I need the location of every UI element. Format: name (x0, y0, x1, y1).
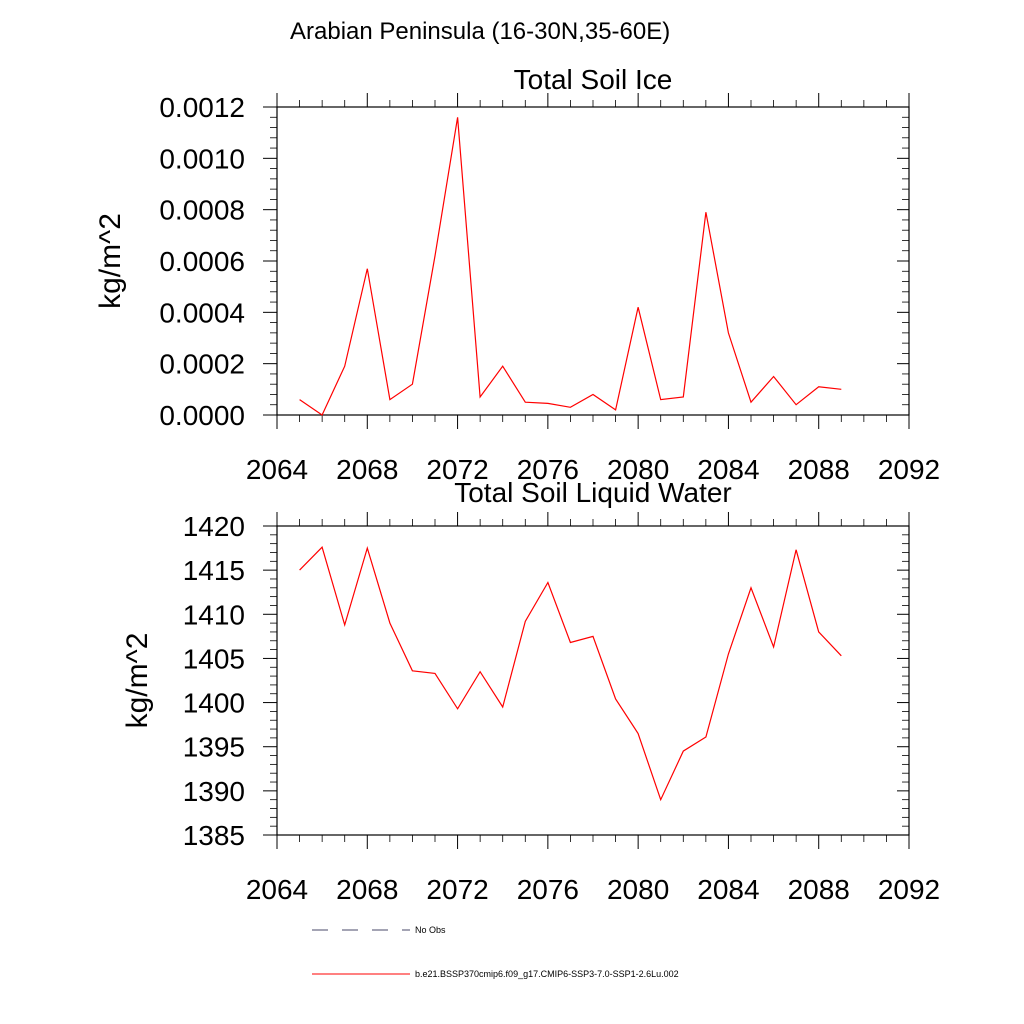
y-tick-label: 1385 (183, 820, 245, 851)
y-tick-label: 1410 (183, 599, 245, 630)
y-tick-label: 0.0012 (159, 92, 245, 123)
y-tick-label: 0.0000 (159, 400, 245, 431)
x-tick-label: 2084 (697, 454, 759, 485)
data-point (727, 653, 729, 655)
y-tick-label: 0.0008 (159, 195, 245, 226)
data-point (614, 698, 616, 700)
data-point (411, 383, 413, 385)
y-axis-label: kg/m^2 (121, 633, 154, 729)
legend-label-2: b.e21.BSSP370cmip6.f09_g17.CMIP6-SSP3-7.… (415, 969, 679, 979)
x-tick-label: 2064 (246, 874, 308, 905)
series-line (299, 545, 842, 802)
y-tick-label: 1400 (183, 688, 245, 719)
data-point (434, 672, 436, 674)
y-tick-label: 0.0006 (159, 246, 245, 277)
data-point (366, 547, 368, 549)
data-point (389, 398, 391, 400)
y-tick-label: 1415 (183, 555, 245, 586)
data-point (456, 708, 458, 710)
data-point (298, 398, 300, 400)
data-point (298, 569, 300, 571)
chart-panel-soil-liquid-water: Total Soil Liquid Water kg/m^2 2064 2068 207… (121, 477, 940, 905)
data-point (772, 646, 774, 648)
data-point (479, 670, 481, 672)
data-point (502, 706, 504, 708)
y-tick-label: 1390 (183, 776, 245, 807)
x-tick-label: 2092 (878, 454, 940, 485)
data-point (524, 401, 526, 403)
chart-title: Total Soil Liquid Water (454, 477, 732, 508)
legend: No Obs b.e21.BSSP370cmip6.f09_g17.CMIP6-S… (312, 925, 679, 979)
data-point (660, 798, 662, 800)
data-point (411, 670, 413, 672)
x-tick-label: 2088 (788, 874, 850, 905)
data-point (344, 365, 346, 367)
data-point (840, 655, 842, 657)
data-point (705, 736, 707, 738)
data-point (705, 211, 707, 213)
data-point (321, 414, 323, 416)
x-tick-label: 2092 (878, 874, 940, 905)
y-tick-label: 0.0010 (159, 143, 245, 174)
y-tick-label: 1420 (183, 511, 245, 542)
data-point (682, 396, 684, 398)
x-tick-label: 2068 (336, 454, 398, 485)
data-point (434, 255, 436, 257)
y-axis-label: kg/m^2 (94, 213, 127, 309)
y-tick-label: 1395 (183, 732, 245, 763)
data-point (818, 631, 820, 633)
data-point (727, 332, 729, 334)
data-point (840, 388, 842, 390)
data-point (750, 587, 752, 589)
data-point (569, 641, 571, 643)
data-point (456, 116, 458, 118)
data-point (818, 386, 820, 388)
chart-panel-soil-ice: Total Soil Ice kg/m^2 2064 2068 2072 2076 2080… (94, 64, 940, 485)
data-point (614, 409, 616, 411)
x-tick-label: 2064 (246, 454, 308, 485)
x-tick-label: 2088 (788, 454, 850, 485)
data-point (344, 624, 346, 626)
data-point (637, 306, 639, 308)
series-line (299, 117, 842, 416)
x-tick-label: 2076 (517, 874, 579, 905)
x-tick-label: 2084 (697, 874, 759, 905)
data-point (479, 396, 481, 398)
data-point (524, 620, 526, 622)
y-tick-label: 0.0004 (159, 297, 245, 328)
data-point (592, 393, 594, 395)
data-point (389, 622, 391, 624)
chart-title: Total Soil Ice (514, 64, 673, 95)
y-tick-label: 1405 (183, 643, 245, 674)
data-point (682, 750, 684, 752)
data-point (547, 402, 549, 404)
data-point (502, 365, 504, 367)
plot-frame (276, 106, 910, 416)
data-point (637, 732, 639, 734)
data-point (592, 635, 594, 637)
y-tick-label: 0.0002 (159, 349, 245, 380)
x-tick-label: 2072 (426, 454, 488, 485)
figure-super-title: Arabian Peninsula (16-30N,35-60E) (290, 18, 671, 45)
data-point (750, 401, 752, 403)
data-point (795, 549, 797, 551)
legend-label-1: No Obs (415, 925, 446, 935)
x-tick-label: 2072 (426, 874, 488, 905)
x-tick-label: 2080 (607, 454, 669, 485)
plot-frame (276, 525, 910, 836)
data-point (569, 406, 571, 408)
data-point (795, 404, 797, 406)
data-point (547, 581, 549, 583)
data-point (321, 546, 323, 548)
x-tick-label: 2076 (517, 454, 579, 485)
data-point (772, 375, 774, 377)
x-tick-label: 2080 (607, 874, 669, 905)
data-point (366, 268, 368, 270)
data-point (660, 398, 662, 400)
x-tick-label: 2068 (336, 874, 398, 905)
